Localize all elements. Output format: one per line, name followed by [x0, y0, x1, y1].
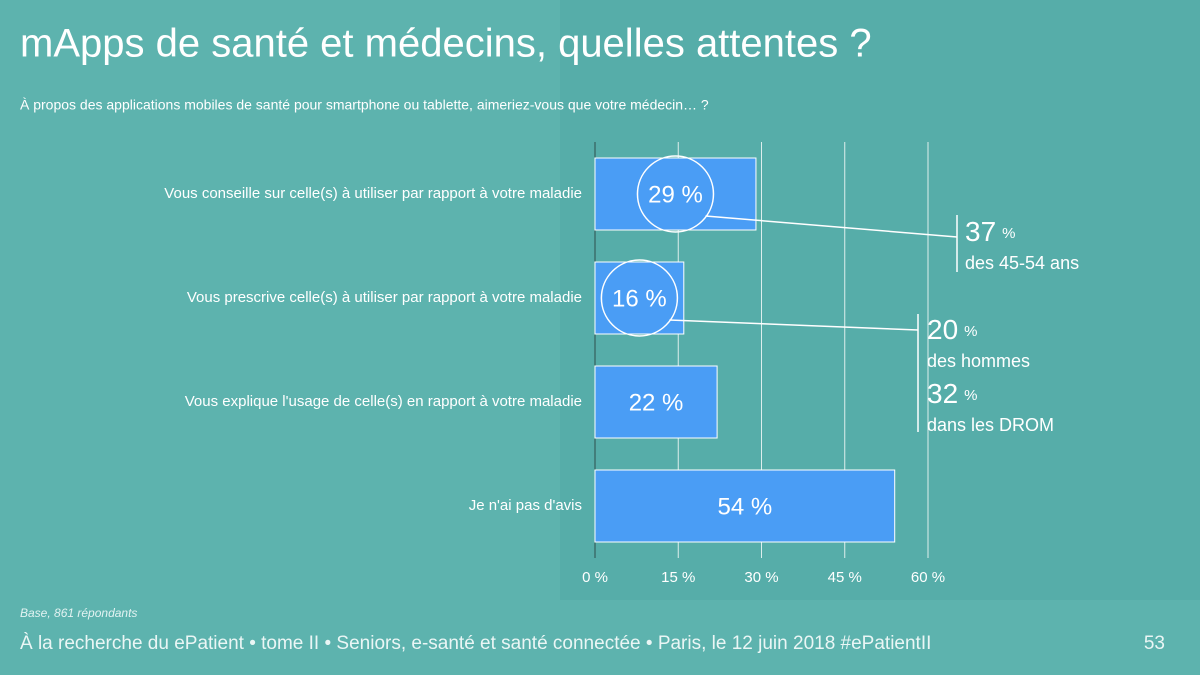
x-tick-label: 60 % [911, 569, 945, 586]
y-tick-label: Vous explique l'usage de celle(s) en rap… [185, 393, 582, 410]
page-number: 53 [1144, 633, 1165, 654]
value-label: 22 % [629, 389, 684, 416]
chart-subtitle: À propos des applications mobiles de san… [20, 97, 709, 113]
annotation-number: 20 [927, 314, 958, 345]
annotation-unit: % [964, 387, 977, 404]
annotation-text: dans les DROM [927, 415, 1054, 435]
annotation-text: des 45-54 ans [965, 253, 1079, 273]
x-tick-label: 0 % [582, 569, 608, 586]
annotation-unit: % [1002, 225, 1015, 242]
x-tick-label: 30 % [744, 569, 778, 586]
annotation-number: 37 [965, 216, 996, 247]
annotation-value: 20% [927, 314, 978, 345]
chart-title: mApps de santé et médecins, quelles atte… [20, 22, 872, 66]
y-tick-label: Vous prescrive celle(s) à utiliser par r… [187, 289, 582, 306]
highlight-circle [636, 155, 715, 233]
bar [594, 365, 718, 439]
annotation-unit: % [964, 323, 977, 340]
annotation-number: 32 [927, 378, 958, 409]
annotation-value: 37% [965, 216, 1016, 247]
annotation-text: des hommes [927, 351, 1030, 371]
y-tick-label: Vous conseille sur celle(s) à utiliser p… [164, 185, 582, 202]
footer: À la recherche du ePatient • tome II • S… [20, 633, 931, 654]
value-label: 54 % [717, 493, 772, 520]
annotation-value: 32% [927, 378, 978, 409]
value-label: 29 % [648, 181, 703, 208]
x-tick-label: 15 % [661, 569, 695, 586]
callout-line [705, 215, 958, 238]
bar [594, 469, 896, 543]
highlight-circle [600, 259, 679, 337]
y-tick-label: Je n'ai pas d'avis [469, 497, 582, 514]
x-tick-label: 45 % [828, 569, 862, 586]
callout-line [669, 319, 919, 331]
value-label: 16 % [612, 285, 667, 312]
base-note: Base, 861 répondants [20, 606, 137, 620]
